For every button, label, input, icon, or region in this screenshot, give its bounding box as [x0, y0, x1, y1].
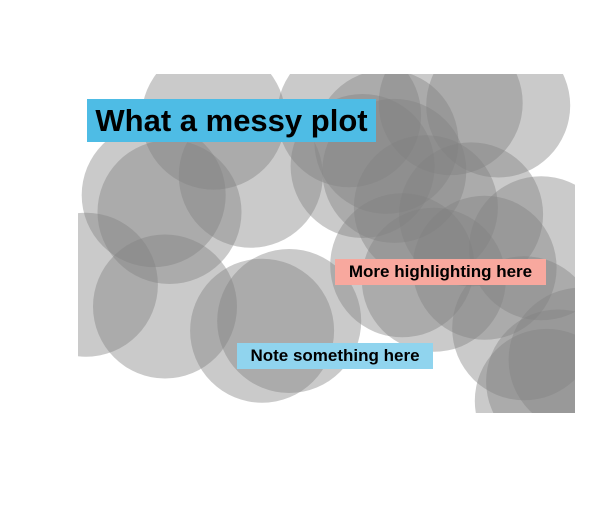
scatter-point — [78, 212, 158, 357]
annotation-highlight: More highlighting here — [335, 259, 546, 285]
scatter-point — [399, 142, 544, 287]
scatter-point — [474, 328, 575, 413]
scatter-point — [81, 123, 226, 268]
scatter-point — [378, 74, 523, 176]
scatter-point — [508, 287, 575, 413]
scatter-point — [486, 309, 575, 413]
scatter-points — [78, 74, 575, 413]
scatter-point — [93, 234, 237, 379]
plot-title: What a messy plot — [95, 102, 368, 138]
scatter-point — [452, 256, 575, 401]
title-box: What a messy plot — [87, 99, 376, 142]
scatter-point — [97, 140, 242, 284]
scatter-point — [426, 74, 571, 178]
annotation-note: Note something here — [237, 343, 433, 369]
scatter-point — [353, 135, 498, 280]
